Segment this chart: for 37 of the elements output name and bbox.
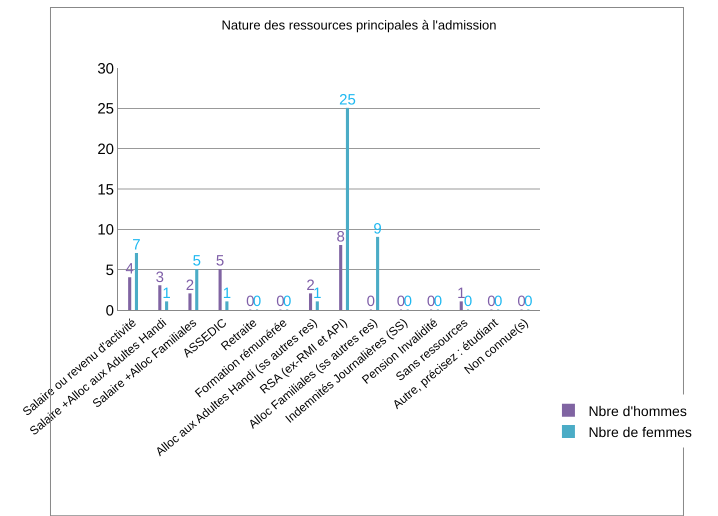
data-label: 5: [216, 252, 224, 270]
chart-title: Nature des ressources principales à l'admission: [222, 18, 496, 33]
data-label: 0: [494, 293, 502, 310]
data-label: 5: [192, 252, 201, 270]
data-label: 0: [524, 293, 532, 310]
data-label: 1: [457, 284, 466, 302]
data-label: 0: [517, 293, 526, 310]
data-label: 0: [252, 293, 262, 310]
data-label: 0: [366, 293, 375, 310]
data-label: 0: [426, 293, 436, 310]
data-label: 0: [464, 293, 472, 310]
data-label: 1: [162, 284, 171, 302]
legend-label: Nbre de femmes: [588, 424, 692, 440]
y-tick-label: 5: [106, 262, 114, 279]
data-label: 0: [276, 293, 285, 310]
data-label: 1: [313, 284, 322, 302]
data-label: 7: [132, 236, 141, 254]
data-label: 0: [434, 293, 442, 310]
y-tick-label: 20: [97, 140, 114, 158]
y-tick-label: 30: [97, 60, 114, 78]
data-label: 25: [339, 91, 356, 108]
data-label: 8: [336, 228, 345, 246]
data-label: 9: [373, 220, 382, 238]
y-tick-label: 0: [106, 302, 114, 320]
data-label: 0: [283, 293, 292, 310]
data-label: 0: [396, 293, 406, 310]
data-label: 2: [306, 276, 315, 294]
data-label: 0: [487, 293, 496, 310]
data-label: 1: [222, 284, 232, 302]
y-tick-label: 10: [97, 222, 114, 239]
y-tick-label: 25: [97, 100, 114, 118]
data-label: 0: [404, 293, 412, 310]
data-label: 3: [156, 268, 164, 286]
data-label: 0: [246, 293, 254, 310]
y-tick-label: 15: [97, 181, 114, 198]
legend-label: Nbre d'hommes: [588, 402, 687, 419]
data-label: 2: [186, 276, 194, 294]
